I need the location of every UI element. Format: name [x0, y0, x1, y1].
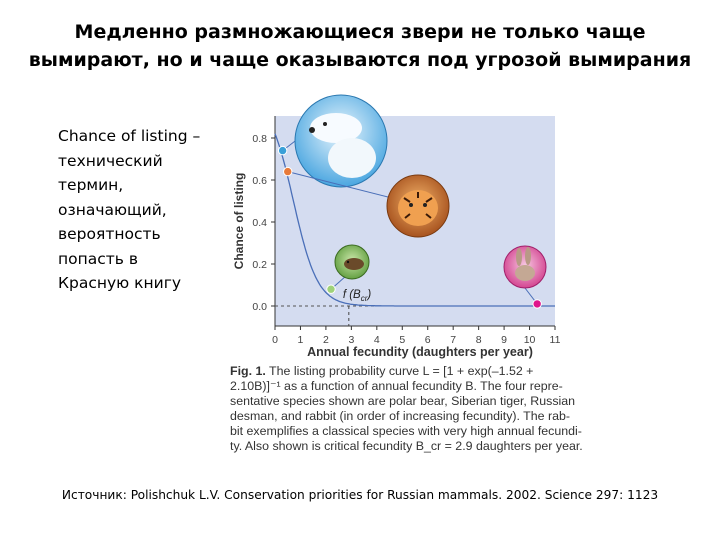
- crit-label-sub: cr: [361, 294, 368, 303]
- caption-line: bit exemplifies a classical species with…: [230, 424, 582, 439]
- definition-line: вероятность: [58, 225, 161, 243]
- x-tick-label: 1: [298, 334, 304, 346]
- russian-desman-point: [326, 284, 336, 294]
- caption-line: Fig. 1. The listing probability curve L …: [230, 364, 575, 379]
- x-tick-label: 7: [450, 334, 456, 346]
- y-tick-label: 0.4: [252, 217, 267, 229]
- y-tick-label: 0.0: [252, 301, 267, 313]
- definition-line: попасть в: [58, 249, 138, 268]
- rabbit-ear-left: [516, 248, 522, 266]
- polar-bear-body-shape: [328, 138, 376, 178]
- definition-line: Chance of listing –: [58, 127, 201, 145]
- siberian-tiger-face: [398, 190, 438, 226]
- crit-label-close: ): [365, 289, 371, 301]
- caption-label: Fig. 1.: [230, 364, 266, 378]
- caption-line: ty. Also shown is critical fecundity B_c…: [230, 439, 583, 454]
- caption-line-text: The listing probability curve L = [1 + e…: [265, 364, 534, 378]
- figure-caption: Fig. 1. The listing probability curve L …: [230, 364, 583, 455]
- definition-line: Красную книгу: [58, 274, 182, 292]
- siberian-tiger-stripes: [403, 192, 433, 219]
- siberian-tiger-point: [283, 166, 293, 177]
- listing-probability-curve: [274, 133, 555, 307]
- polar-bear-nose: [309, 127, 315, 133]
- polar-bear-head-shape: [310, 113, 362, 143]
- slide-title-line-1: Медленно размножающиеся звери не только …: [74, 21, 646, 43]
- rabbit-ear-right: [525, 247, 531, 265]
- siberian-tiger-leader-line: [287, 171, 393, 199]
- x-tick-label: 11: [550, 334, 561, 346]
- x-axis-label: Annual fecundity (daughters per year): [307, 345, 533, 359]
- x-tick-label: 10: [524, 334, 536, 346]
- caption-line: 2.10B)]⁻¹ as a function of annual fecund…: [230, 379, 563, 394]
- rabbit-picture: [503, 245, 547, 305]
- x-tick-label: 0: [272, 334, 278, 346]
- source-citation: Источник: Polishchuk L.V. Conservation p…: [61, 488, 659, 502]
- slide-title: Медленно размножающиеся звери не только …: [20, 18, 700, 74]
- caption-line: desman, and rabbit (in order of increasi…: [230, 409, 571, 424]
- listing-probability-chart: 0.0 0.2 0.4 0.6 0.8 0 1 2 3 4 5 6 7 8 9 10 11 f (Bcr): [232, 94, 561, 359]
- russian-desman-eye: [346, 260, 350, 264]
- slide-title-line-2: вымирают, но и чаще оказываются под угро…: [28, 49, 692, 71]
- x-tick-label: 9: [501, 334, 507, 346]
- siberian-tiger-eye-left: [409, 203, 413, 207]
- russian-desman-picture: [330, 244, 370, 290]
- polar-bear-point: [277, 145, 288, 156]
- definition-line: технический: [58, 151, 163, 170]
- y-axis-ticks: 0.0 0.2 0.4 0.6 0.8: [252, 133, 275, 313]
- polar-bear-eye: [323, 122, 327, 126]
- y-axis-label: Chance of listing: [232, 173, 246, 270]
- siberian-tiger-picture: [287, 171, 450, 238]
- y-tick-label: 0.8: [252, 133, 267, 145]
- siberian-tiger-eye-right: [423, 203, 427, 207]
- data-points: [277, 145, 542, 309]
- definition-text: Chance of listing – технический термин, …: [58, 124, 223, 296]
- x-tick-label: 5: [399, 334, 405, 346]
- x-tick-label: 8: [476, 334, 482, 346]
- x-axis-ticks: 0 1 2 3 4 5 6 7 8 9 10 11: [272, 326, 561, 346]
- rabbit-point: [532, 299, 542, 309]
- polar-bear-picture: [282, 94, 388, 188]
- caption-line: sentative species shown are polar bear, …: [230, 394, 576, 409]
- definition-line: термин,: [58, 176, 124, 194]
- definition-line: означающий,: [58, 200, 167, 219]
- y-tick-label: 0.6: [252, 175, 267, 187]
- critical-fecundity-label: f (Bcr): [343, 289, 372, 303]
- x-tick-label: 6: [425, 334, 431, 346]
- y-tick-label: 0.2: [252, 259, 267, 271]
- x-tick-label: 4: [374, 334, 380, 346]
- crit-label-f: f (B: [343, 289, 361, 301]
- x-tick-label: 3: [348, 334, 354, 346]
- rabbit-body: [515, 265, 535, 281]
- x-tick-label: 2: [323, 334, 329, 346]
- russian-desman-body: [344, 258, 364, 270]
